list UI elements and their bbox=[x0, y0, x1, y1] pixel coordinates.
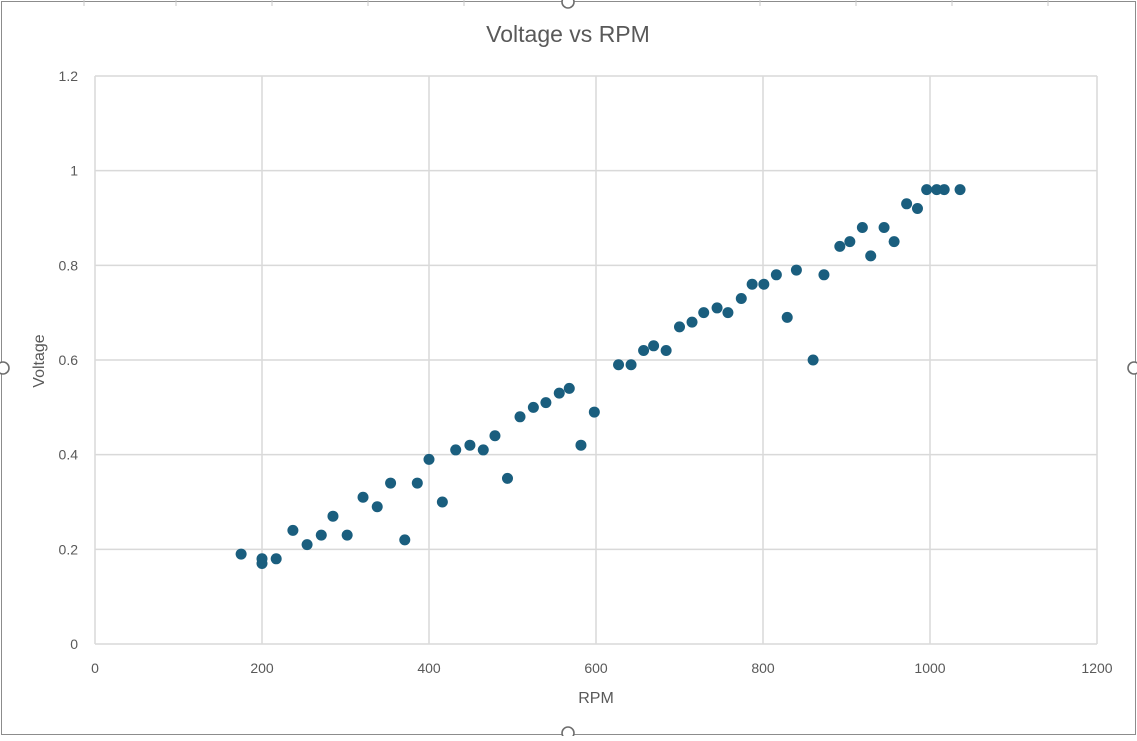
data-point bbox=[514, 411, 526, 423]
y-tick-label: 0.4 bbox=[59, 447, 79, 463]
data-point bbox=[411, 477, 423, 489]
data-point bbox=[746, 278, 758, 290]
data-point bbox=[450, 444, 462, 456]
data-point bbox=[235, 548, 247, 560]
data-point bbox=[464, 439, 476, 451]
x-tick-label: 1200 bbox=[1081, 660, 1112, 676]
data-point bbox=[399, 534, 411, 546]
data-point bbox=[938, 184, 950, 196]
y-tick-label: 1.2 bbox=[59, 68, 79, 84]
data-point bbox=[735, 292, 747, 304]
data-point bbox=[834, 240, 846, 252]
data-point bbox=[686, 316, 698, 328]
data-point bbox=[807, 354, 819, 366]
data-point bbox=[638, 345, 650, 357]
data-point bbox=[588, 406, 600, 418]
data-point bbox=[698, 307, 710, 319]
data-point bbox=[818, 269, 830, 281]
data-point bbox=[301, 539, 313, 551]
data-point bbox=[711, 302, 723, 314]
data-point bbox=[770, 269, 782, 281]
data-point bbox=[781, 311, 793, 323]
y-tick-label: 0 bbox=[70, 636, 78, 652]
tick-labels: 0 200 400 600 800 1000 1200 0 0.2 0.4 0.6 0.8 1 1.2 bbox=[59, 68, 1113, 676]
data-point bbox=[477, 444, 489, 456]
resize-handle[interactable] bbox=[0, 361, 10, 375]
data-point bbox=[901, 198, 913, 210]
data-point bbox=[563, 382, 575, 394]
data-point bbox=[648, 340, 660, 352]
chart-title: Voltage vs RPM bbox=[486, 21, 650, 47]
y-tick-label: 0.6 bbox=[59, 352, 79, 368]
data-point bbox=[385, 477, 397, 489]
data-point bbox=[357, 491, 369, 503]
data-point bbox=[501, 472, 513, 484]
data-point bbox=[790, 264, 802, 276]
data-point bbox=[527, 401, 539, 413]
y-axis-label: Voltage bbox=[31, 334, 48, 387]
data-point bbox=[423, 453, 435, 465]
data-point bbox=[489, 430, 501, 442]
data-point bbox=[844, 236, 856, 248]
data-point bbox=[758, 278, 770, 290]
data-point bbox=[575, 439, 587, 451]
resize-handle[interactable] bbox=[1127, 361, 1137, 375]
x-tick-label: 400 bbox=[417, 660, 441, 676]
data-point bbox=[931, 184, 943, 196]
data-point bbox=[660, 345, 672, 357]
data-point bbox=[315, 529, 327, 541]
data-point bbox=[625, 359, 637, 371]
y-tick-label: 0.2 bbox=[59, 541, 79, 557]
data-point bbox=[865, 250, 877, 262]
data-point bbox=[371, 501, 383, 513]
data-point bbox=[540, 397, 552, 409]
data-point bbox=[613, 359, 625, 371]
gridlines bbox=[94, 75, 1098, 645]
data-point bbox=[327, 510, 339, 522]
resize-handle[interactable] bbox=[561, 0, 575, 9]
y-tick-label: 0.8 bbox=[59, 257, 79, 273]
data-point bbox=[856, 221, 868, 233]
x-tick-label: 800 bbox=[751, 660, 775, 676]
x-tick-label: 0 bbox=[91, 660, 99, 676]
data-point bbox=[888, 236, 900, 248]
data-point bbox=[954, 184, 966, 196]
data-points bbox=[235, 184, 966, 570]
data-point bbox=[436, 496, 448, 508]
y-tick-label: 1 bbox=[70, 163, 78, 179]
x-tick-label: 200 bbox=[250, 660, 274, 676]
data-point bbox=[270, 553, 282, 565]
data-point bbox=[341, 529, 353, 541]
data-point bbox=[722, 307, 734, 319]
data-point bbox=[553, 387, 565, 399]
data-point bbox=[287, 524, 299, 536]
data-point bbox=[256, 558, 268, 570]
x-tick-label: 600 bbox=[584, 660, 608, 676]
x-axis-label: RPM bbox=[578, 690, 614, 707]
x-tick-label: 1000 bbox=[914, 660, 945, 676]
resize-handle[interactable] bbox=[561, 726, 575, 740]
data-point bbox=[878, 221, 890, 233]
data-point bbox=[921, 184, 933, 196]
data-point bbox=[674, 321, 685, 333]
data-point bbox=[911, 203, 923, 215]
